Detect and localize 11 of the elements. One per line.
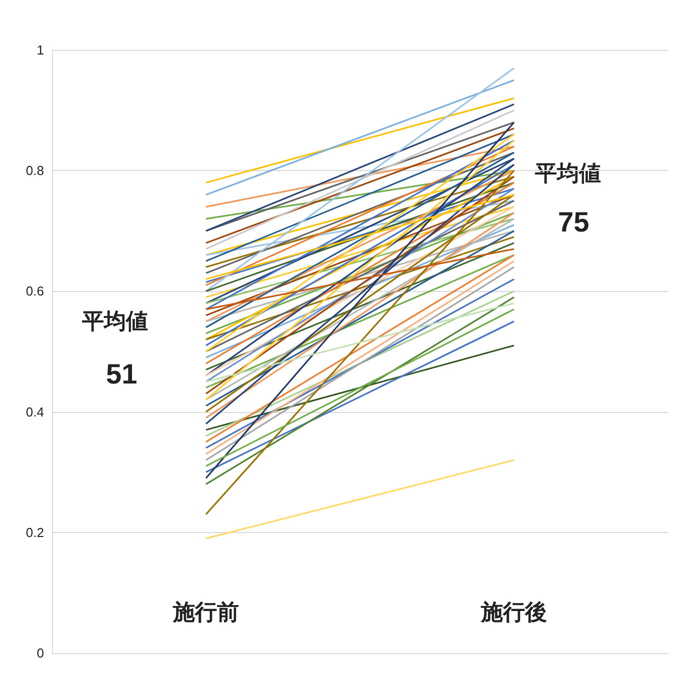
annotation: 75	[558, 206, 590, 238]
annotation: 平均値	[81, 308, 148, 334]
y-tick-label: 0.4	[26, 404, 44, 420]
annotation: 51	[106, 358, 138, 390]
y-tick-label: 0.2	[26, 524, 44, 540]
x-tick-label: 施行後	[480, 600, 547, 624]
y-tick-label: 0.6	[26, 284, 44, 299]
y-tick-label: 0	[36, 646, 44, 660]
y-tick-label: 0.8	[26, 163, 44, 178]
x-tick-label: 施行前	[172, 600, 239, 624]
y-tick-label: 1	[36, 42, 44, 58]
